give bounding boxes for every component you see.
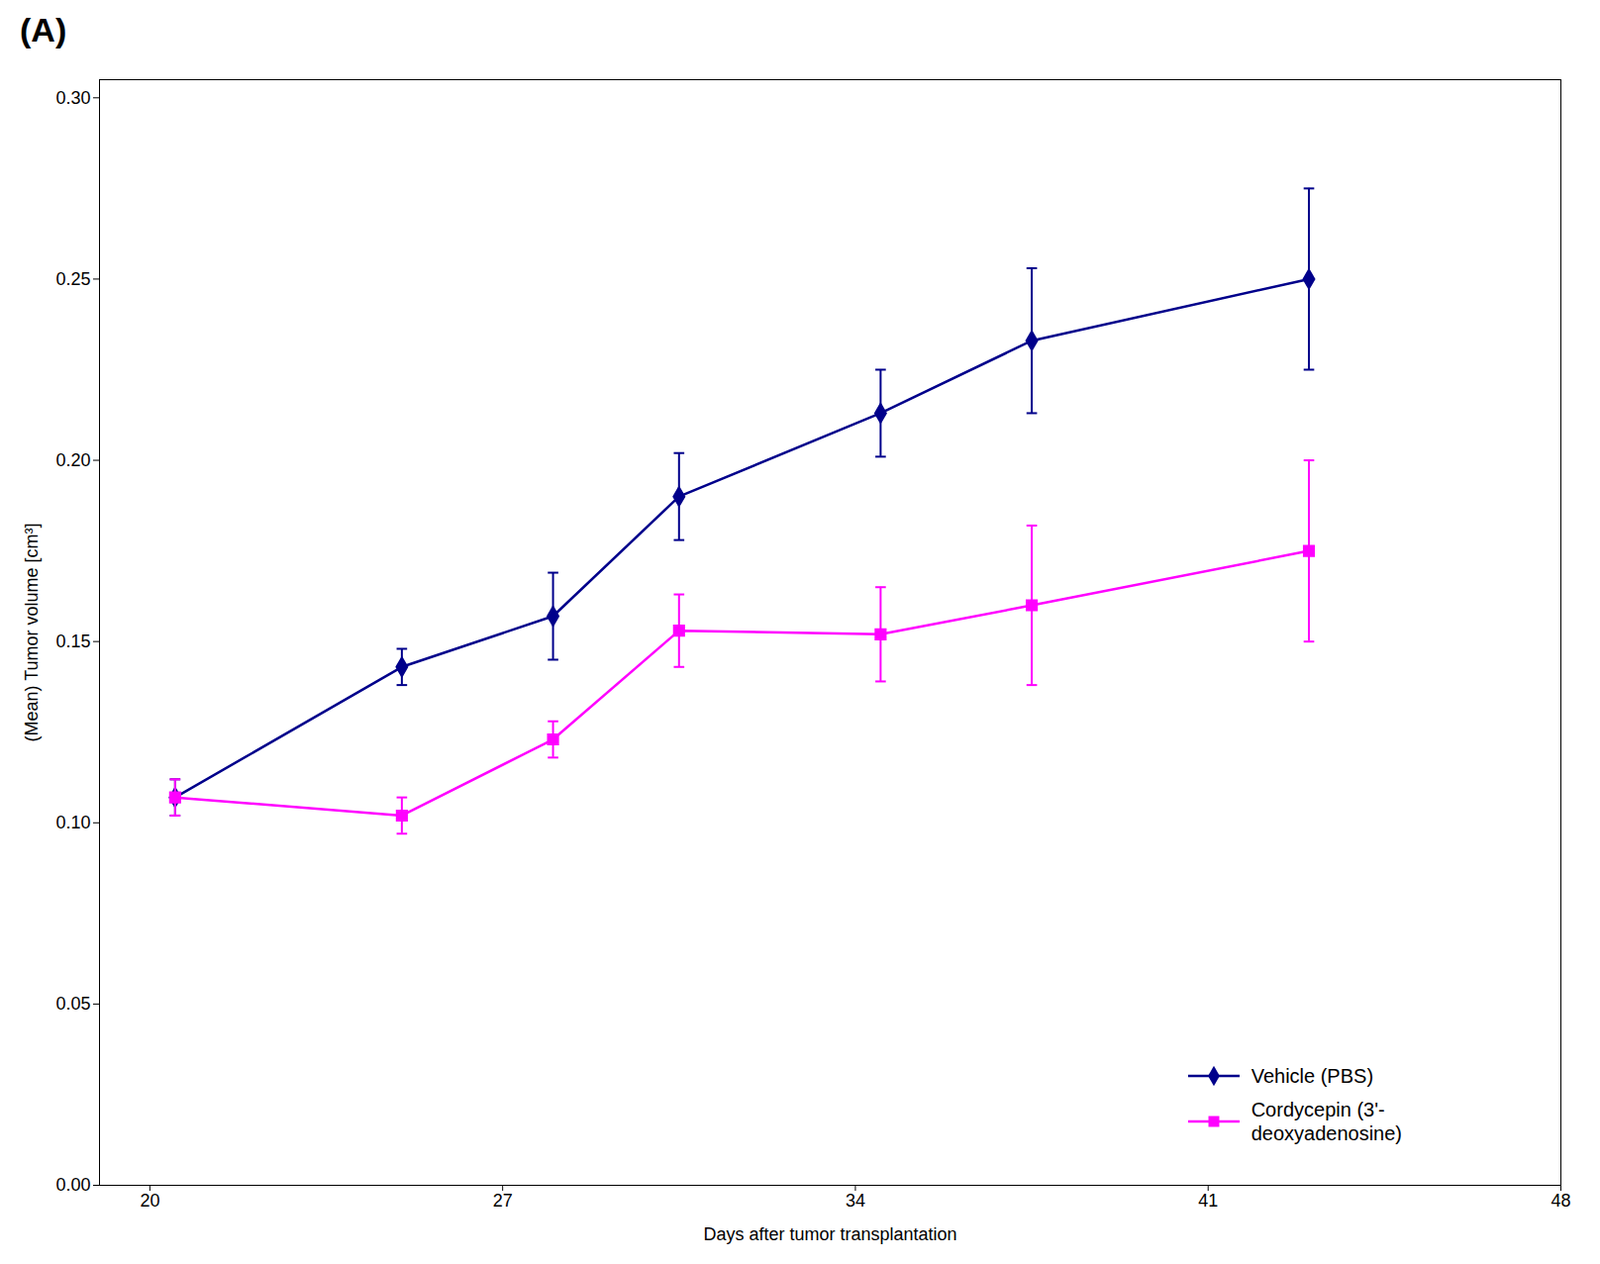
html-text:(A): (A) (19, 10, 67, 49)
svg-text:0.15: 0.15 (55, 631, 91, 652)
svg-text:Days after tumor transplantati: Days after tumor transplantation (702, 1224, 957, 1245)
svg-text:20: 20 (139, 1191, 160, 1211)
svg-text:0.30: 0.30 (55, 88, 91, 108)
svg-text:27: 27 (493, 1191, 513, 1211)
svg-text:0.10: 0.10 (55, 812, 91, 833)
svg-text:0.20: 0.20 (55, 450, 91, 471)
svg-text:(Mean) Tumor volume [cm³]: (Mean) Tumor volume [cm³] (21, 522, 42, 742)
svg-text:0.00: 0.00 (55, 1175, 91, 1196)
svg-text:48: 48 (1550, 1191, 1571, 1211)
html-text:Cordycepin (3'- deoxyadenosine: Cordycepin (3'- deoxyadenosine) (1251, 1099, 1402, 1145)
svg-text:41: 41 (1198, 1191, 1218, 1211)
html-text:Vehicle (PBS): Vehicle (PBS) (1251, 1065, 1374, 1088)
svg-text:0.05: 0.05 (55, 994, 91, 1014)
svg-text:34: 34 (845, 1191, 866, 1211)
svg-text:0.25: 0.25 (55, 269, 91, 290)
